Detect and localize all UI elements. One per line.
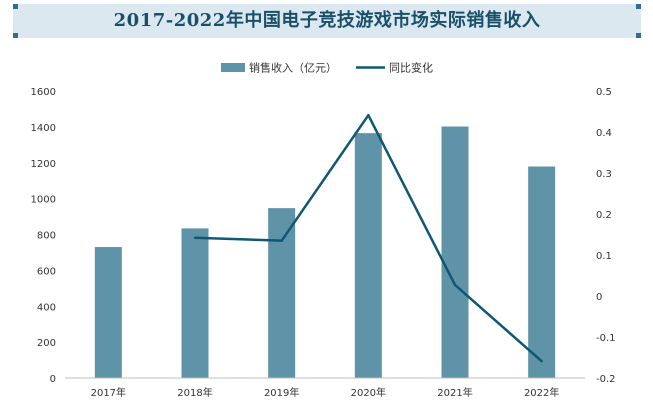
line-series	[193, 113, 543, 363]
left-tick-label: 400	[37, 302, 56, 313]
yoy-point	[280, 239, 283, 242]
left-tick-label: 1400	[31, 123, 56, 134]
left-tick-label: 200	[37, 338, 56, 349]
bar-2022年	[528, 166, 556, 378]
bar-2019年	[268, 208, 296, 378]
corner-mark-bottom-left	[13, 33, 18, 38]
right-tick-label: 0.2	[596, 210, 612, 221]
legend-label-line: 同比变化	[389, 61, 433, 75]
category-label: 2018年	[177, 386, 212, 399]
legend: 销售收入（亿元） 同比变化	[221, 61, 433, 75]
category-label: 2021年	[437, 386, 472, 399]
left-tick-label: 1200	[31, 159, 56, 170]
bar-2017年	[94, 247, 122, 378]
corner-mark-top-right	[636, 4, 641, 9]
left-axis: 0 200 400 600 800 1000 1200 1400 1600	[31, 87, 56, 385]
right-tick-label: 0.5	[596, 87, 612, 98]
corner-mark-top-left	[13, 4, 18, 9]
chart-title: 2017-2022年中国电子竞技游戏市场实际销售收入	[113, 10, 541, 31]
yoy-point	[453, 283, 457, 287]
bar-2018年	[181, 228, 209, 378]
bar-series	[94, 126, 556, 378]
left-tick-label: 800	[37, 231, 56, 242]
left-tick-label: 1000	[31, 195, 56, 206]
category-label: 2020年	[351, 386, 386, 399]
left-tick-label: 1600	[31, 87, 56, 98]
legend-swatch-bar	[221, 63, 245, 72]
yoy-point	[540, 359, 543, 363]
category-label: 2017年	[91, 386, 126, 399]
right-tick-label: 0.3	[596, 169, 612, 180]
right-tick-label: 0.4	[596, 128, 612, 139]
bar-2020年	[354, 133, 382, 378]
right-tick-label: -0.2	[596, 374, 616, 385]
right-tick-label: 0.1	[596, 251, 612, 262]
title-banner: 2017-2022年中国电子竞技游戏市场实际销售收入	[13, 4, 641, 38]
yoy-point	[193, 236, 197, 239]
legend-label-bar: 销售收入（亿元）	[249, 61, 337, 75]
corner-mark-bottom-right	[636, 33, 641, 38]
left-tick-label: 600	[37, 266, 56, 277]
bar-2021年	[441, 126, 469, 378]
yoy-point	[367, 113, 370, 117]
right-tick-label: -0.1	[596, 333, 616, 344]
right-tick-label: 0	[596, 292, 602, 303]
category-label: 2019年	[264, 386, 299, 399]
category-label: 2022年	[524, 386, 559, 399]
left-tick-label: 0	[50, 374, 56, 385]
x-axis: 2017年 2018年 2019年 2020年 2021年 2022年	[65, 377, 585, 399]
right-axis: 0.5 0.4 0.3 0.2 0.1 0 -0.1 -0.2	[596, 87, 616, 385]
